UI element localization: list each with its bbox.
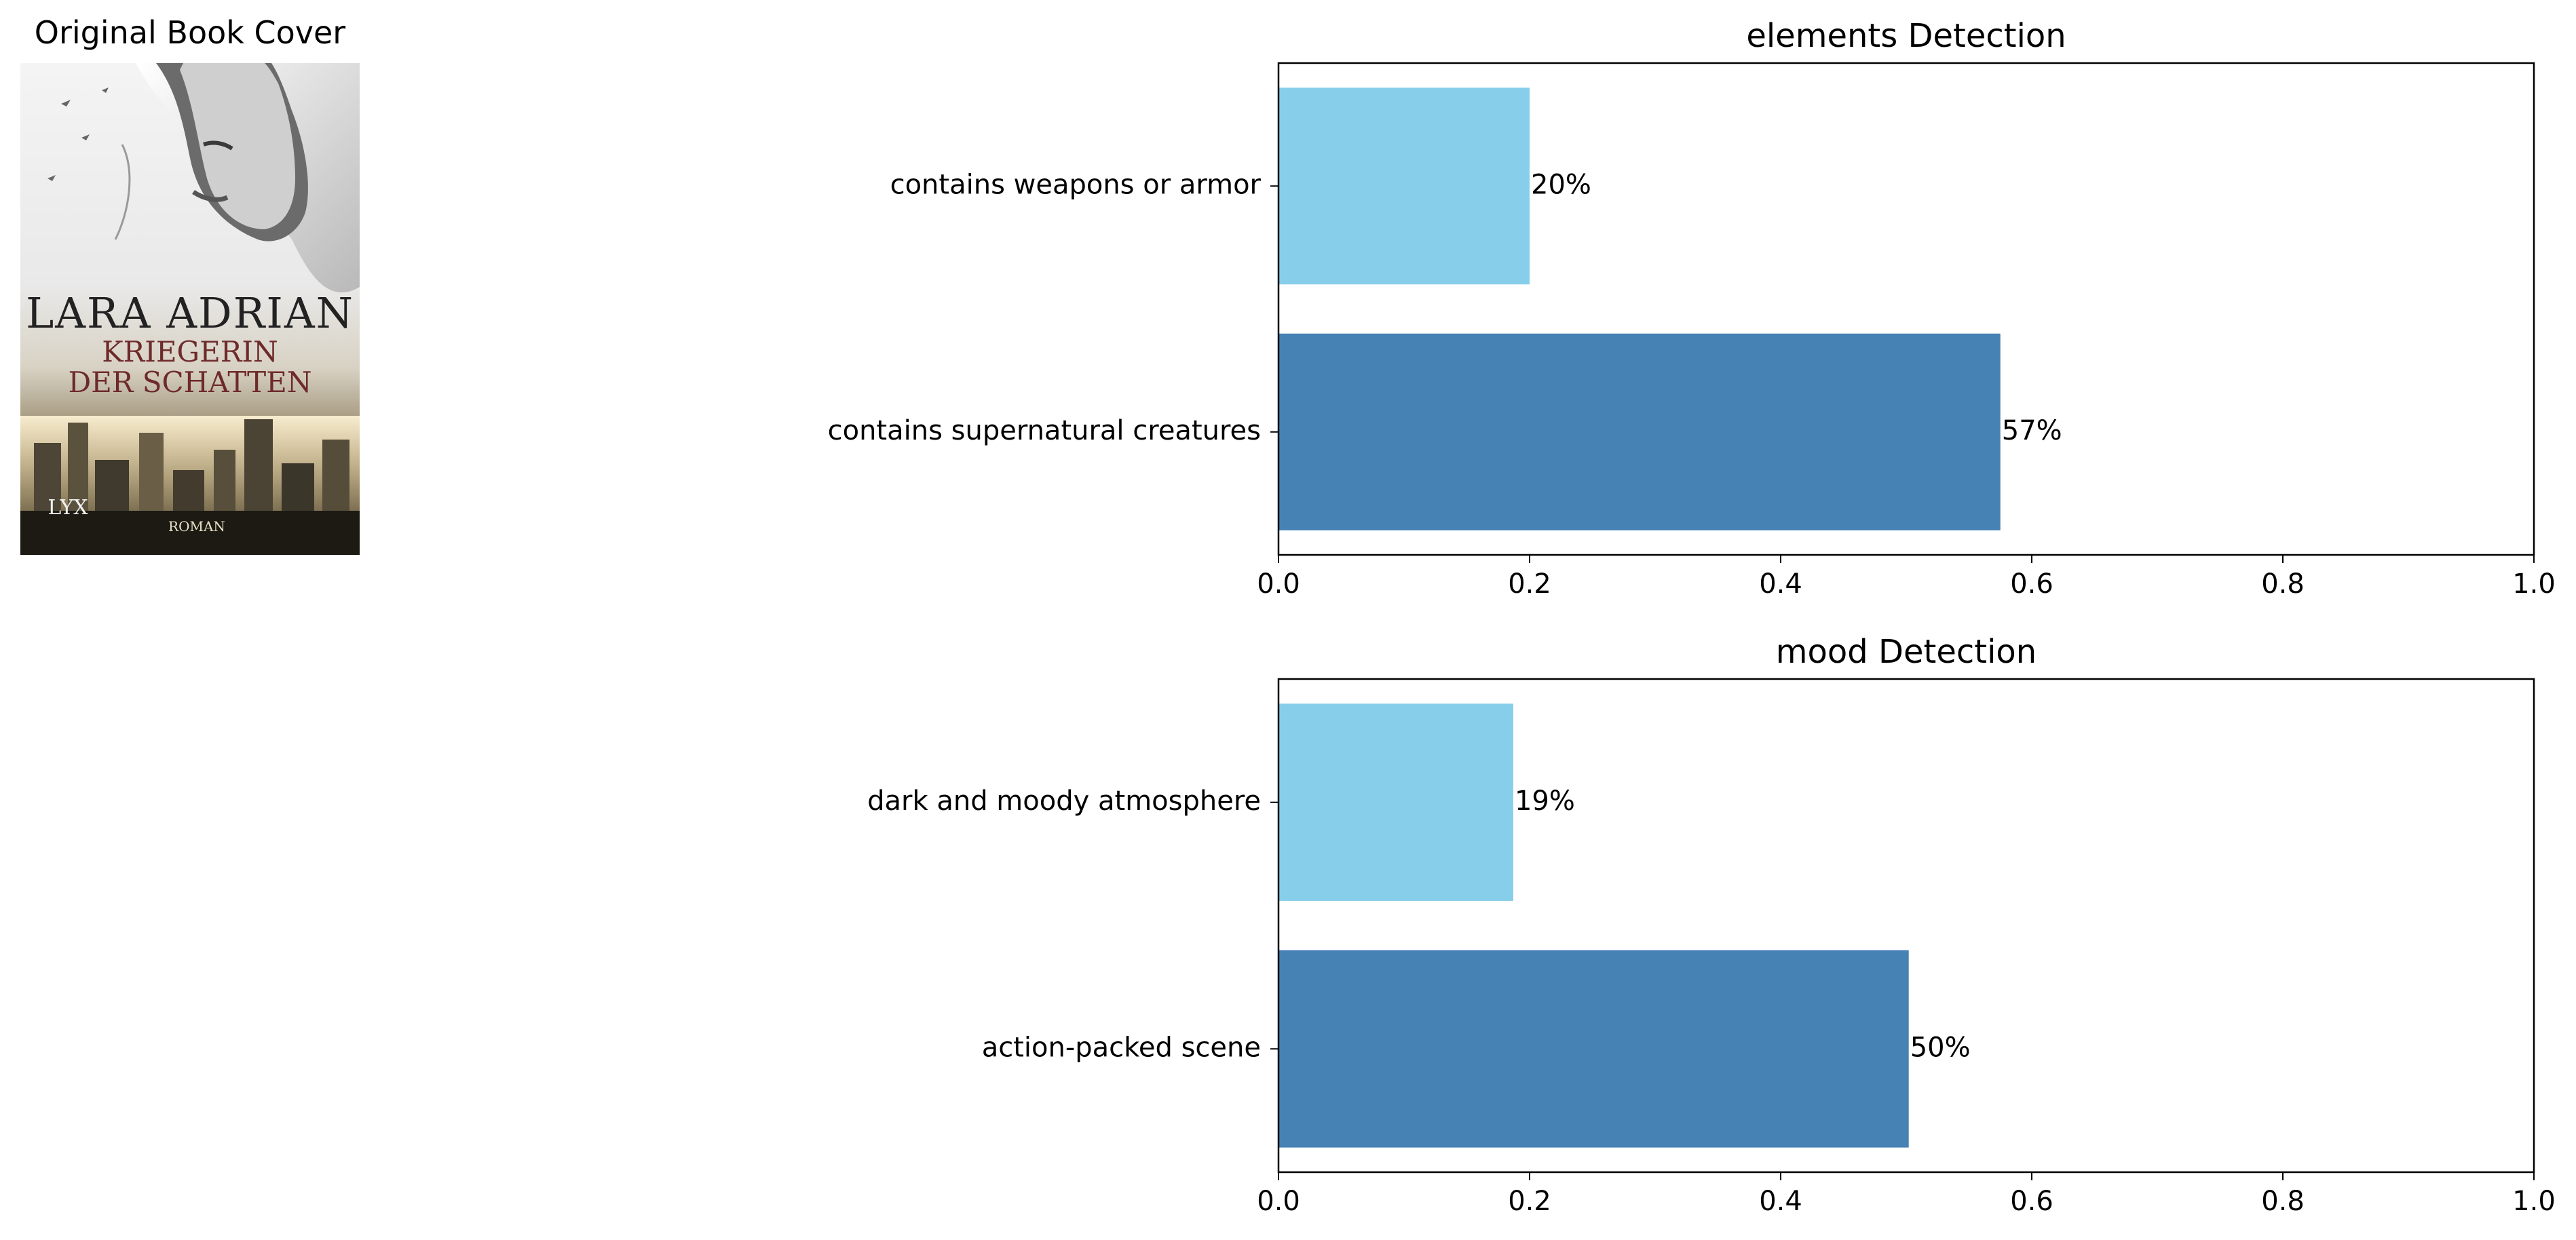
category-label: contains supernatural creatures (828, 415, 1261, 446)
bar (1278, 333, 2001, 530)
x-tick-label: 0.8 (2261, 1186, 2305, 1217)
category-label: contains weapons or armor (890, 169, 1262, 200)
x-tick-label: 0.0 (1257, 1186, 1300, 1217)
cover-publisher: LYX (48, 496, 88, 520)
cover-author: LARA ADRIAN (26, 288, 354, 338)
mood-detection-chart: mood Detection 19% dark and moody atmosphe… (867, 633, 2556, 1217)
elements-detection-chart: elements Detection 20% contains weapons or… (828, 17, 2556, 600)
bar (1278, 703, 1513, 902)
x-tick-label: 1.0 (2512, 1186, 2556, 1217)
x-tick-label: 0.2 (1508, 568, 1551, 600)
axes-frame (1277, 678, 2535, 1174)
category-label: dark and moody atmosphere (867, 786, 1261, 817)
bar-value-label: 20% (1531, 169, 1591, 200)
x-tick-label: 0.0 (1257, 568, 1300, 600)
cover-book-title-line1: KRIEGERIN (102, 335, 278, 368)
x-tick-label: 0.6 (2010, 568, 2053, 600)
book-cover-image: LARA ADRIAN KRIEGERIN DER SCHATTEN LYX R… (20, 63, 360, 555)
x-tick-label: 0.8 (2261, 568, 2305, 600)
cover-panel: Original Book Cover (20, 14, 360, 555)
axes-frame (1277, 62, 2535, 556)
cover-book-title-line2: DER SCHATTEN (68, 366, 311, 399)
x-tick-label: 0.4 (1759, 1186, 1802, 1217)
x-tick-label: 0.6 (2010, 1186, 2053, 1217)
bar-value-label: 19% (1515, 786, 1575, 817)
cover-title: Original Book Cover (35, 14, 346, 51)
bar (1278, 950, 1909, 1148)
bar-value-label: 57% (2002, 415, 2062, 446)
bar-value-label: 50% (1910, 1032, 1971, 1063)
chart-title: elements Detection (1746, 17, 2066, 55)
x-tick-label: 0.2 (1508, 1186, 1551, 1217)
bar (1278, 88, 1530, 285)
chart-title: mood Detection (1776, 633, 2037, 671)
x-tick-label: 1.0 (2512, 568, 2556, 600)
category-label: action-packed scene (982, 1032, 1261, 1063)
cover-genre: ROMAN (168, 518, 225, 535)
x-tick-label: 0.4 (1759, 568, 1802, 600)
